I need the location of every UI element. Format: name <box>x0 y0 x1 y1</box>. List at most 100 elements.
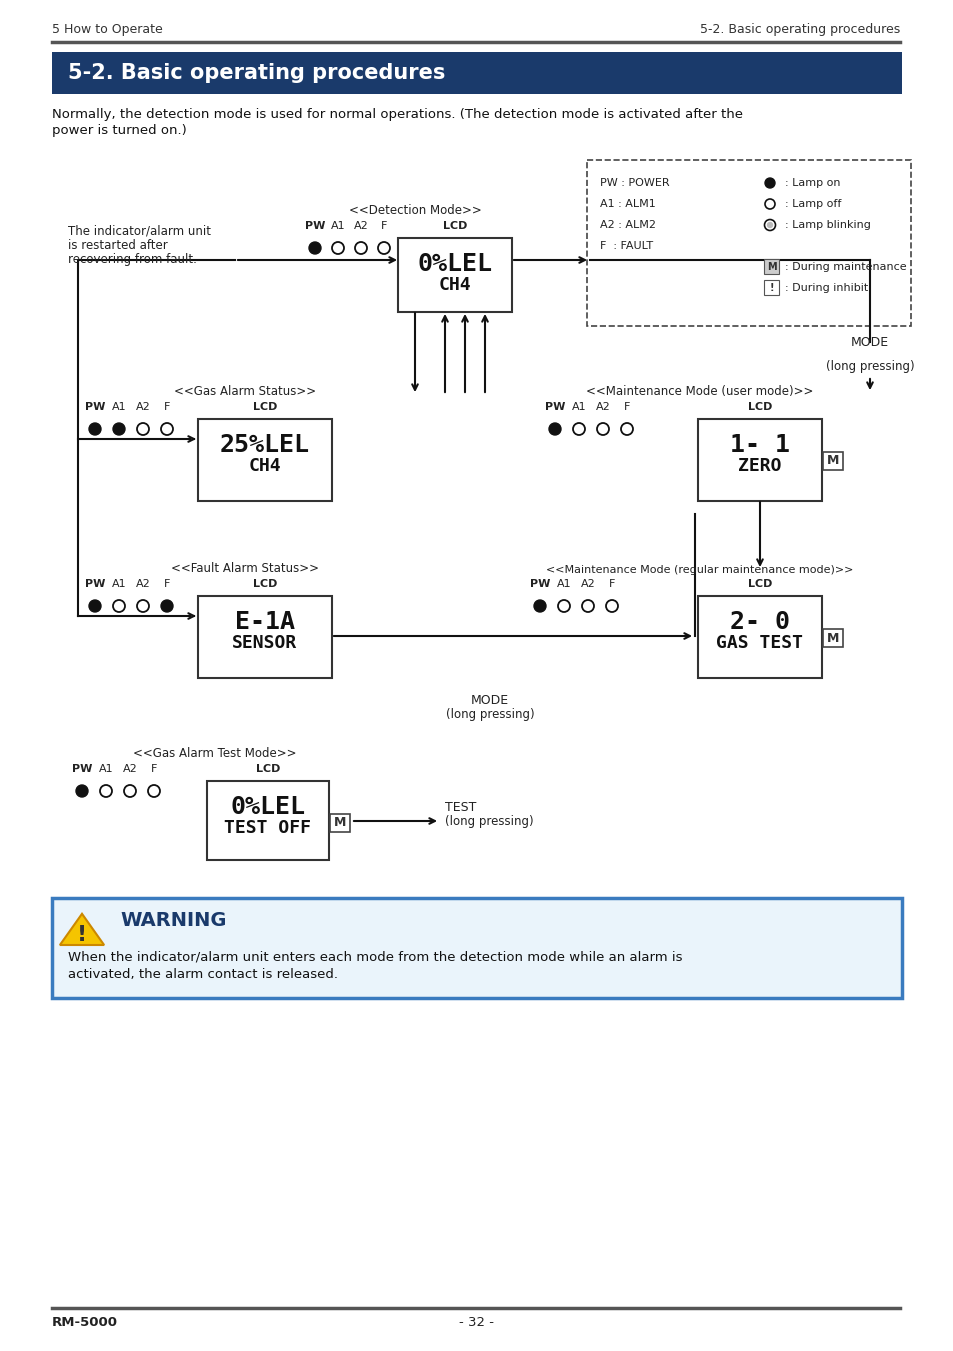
Text: When the indicator/alarm unit enters each mode from the detection mode while an : When the indicator/alarm unit enters eac… <box>68 950 681 963</box>
FancyBboxPatch shape <box>52 51 901 95</box>
Circle shape <box>355 242 367 254</box>
Text: 5-2. Basic operating procedures: 5-2. Basic operating procedures <box>68 63 445 82</box>
Text: A1 : ALM1: A1 : ALM1 <box>599 199 655 209</box>
Text: ZERO: ZERO <box>738 457 781 476</box>
Text: CH4: CH4 <box>249 457 281 476</box>
Text: PW: PW <box>529 580 550 589</box>
Circle shape <box>137 600 149 612</box>
FancyBboxPatch shape <box>198 596 332 678</box>
FancyBboxPatch shape <box>822 630 842 647</box>
FancyBboxPatch shape <box>586 159 910 326</box>
FancyBboxPatch shape <box>198 419 332 501</box>
Circle shape <box>332 242 344 254</box>
Text: 0%LEL: 0%LEL <box>417 253 492 276</box>
Text: 2- 0: 2- 0 <box>729 611 789 634</box>
Text: LCD: LCD <box>255 765 280 774</box>
Text: A2 : ALM2: A2 : ALM2 <box>599 220 656 230</box>
Text: SENSOR: SENSOR <box>233 634 297 653</box>
Circle shape <box>309 242 320 254</box>
Text: 1- 1: 1- 1 <box>729 434 789 457</box>
Text: The indicator/alarm unit: The indicator/alarm unit <box>68 226 211 238</box>
Text: M: M <box>334 816 346 830</box>
Circle shape <box>89 423 101 435</box>
Text: (long pressing): (long pressing) <box>444 815 533 828</box>
Circle shape <box>137 423 149 435</box>
Text: LCD: LCD <box>253 580 277 589</box>
Text: TEST OFF: TEST OFF <box>224 819 312 838</box>
Circle shape <box>605 600 618 612</box>
Circle shape <box>581 600 594 612</box>
Text: F: F <box>623 403 630 412</box>
Circle shape <box>377 242 390 254</box>
Circle shape <box>76 785 88 797</box>
Text: GAS TEST: GAS TEST <box>716 634 802 653</box>
Text: A1: A1 <box>571 403 586 412</box>
Text: PW: PW <box>85 580 105 589</box>
Circle shape <box>534 600 545 612</box>
Text: F: F <box>164 403 170 412</box>
Circle shape <box>89 600 101 612</box>
Text: LCD: LCD <box>253 403 277 412</box>
Circle shape <box>112 600 125 612</box>
Text: A2: A2 <box>354 222 368 231</box>
Text: power is turned on.): power is turned on.) <box>52 124 187 136</box>
Text: <<Gas Alarm Test Mode>>: <<Gas Alarm Test Mode>> <box>133 747 296 761</box>
Text: (long pressing): (long pressing) <box>445 708 534 721</box>
Text: : Lamp off: : Lamp off <box>784 199 841 209</box>
Circle shape <box>558 600 569 612</box>
Polygon shape <box>60 913 104 944</box>
Text: F: F <box>164 580 170 589</box>
FancyBboxPatch shape <box>763 259 779 274</box>
Text: 0%LEL: 0%LEL <box>231 794 305 819</box>
Circle shape <box>764 178 774 188</box>
Circle shape <box>124 785 136 797</box>
Text: A1: A1 <box>112 580 126 589</box>
FancyBboxPatch shape <box>698 419 821 501</box>
Circle shape <box>764 199 774 209</box>
Text: CH4: CH4 <box>438 276 471 295</box>
Text: F: F <box>151 765 157 774</box>
FancyBboxPatch shape <box>698 596 821 678</box>
Text: PW: PW <box>305 222 325 231</box>
Text: (long pressing): (long pressing) <box>825 359 913 373</box>
Text: LCD: LCD <box>442 222 467 231</box>
Text: A1: A1 <box>98 765 113 774</box>
Text: F  : FAULT: F : FAULT <box>599 240 653 251</box>
Text: A2: A2 <box>123 765 137 774</box>
Text: <<Gas Alarm Status>>: <<Gas Alarm Status>> <box>173 385 315 399</box>
Text: M: M <box>766 262 776 272</box>
Circle shape <box>161 423 172 435</box>
Text: PW: PW <box>71 765 92 774</box>
Text: : Lamp blinking: : Lamp blinking <box>784 220 870 230</box>
Text: A1: A1 <box>331 222 345 231</box>
Text: 25%LEL: 25%LEL <box>220 434 310 457</box>
Text: PW: PW <box>544 403 564 412</box>
Circle shape <box>161 600 172 612</box>
Text: is restarted after: is restarted after <box>68 239 168 253</box>
Text: A1: A1 <box>112 403 126 412</box>
Text: A2: A2 <box>595 403 610 412</box>
Circle shape <box>597 423 608 435</box>
Circle shape <box>763 219 775 231</box>
Text: <<Fault Alarm Status>>: <<Fault Alarm Status>> <box>171 562 318 576</box>
Circle shape <box>767 223 772 227</box>
Text: 5-2. Basic operating procedures: 5-2. Basic operating procedures <box>699 23 899 36</box>
Text: PW: PW <box>85 403 105 412</box>
Text: E-1A: E-1A <box>234 611 294 634</box>
Text: F: F <box>608 580 615 589</box>
Text: 5 How to Operate: 5 How to Operate <box>52 23 163 36</box>
Circle shape <box>148 785 160 797</box>
Text: !: ! <box>768 282 773 293</box>
Text: M: M <box>826 454 839 467</box>
Text: A1: A1 <box>557 580 571 589</box>
Text: LCD: LCD <box>747 403 771 412</box>
FancyBboxPatch shape <box>397 238 512 312</box>
Text: : Lamp on: : Lamp on <box>784 178 840 188</box>
FancyBboxPatch shape <box>330 815 350 832</box>
Text: F: F <box>380 222 387 231</box>
Circle shape <box>573 423 584 435</box>
Text: : During inhibit: : During inhibit <box>784 282 867 293</box>
Text: MODE: MODE <box>471 694 509 707</box>
Text: LCD: LCD <box>747 580 771 589</box>
Text: <<Maintenance Mode (regular maintenance mode)>>: <<Maintenance Mode (regular maintenance … <box>546 565 853 576</box>
